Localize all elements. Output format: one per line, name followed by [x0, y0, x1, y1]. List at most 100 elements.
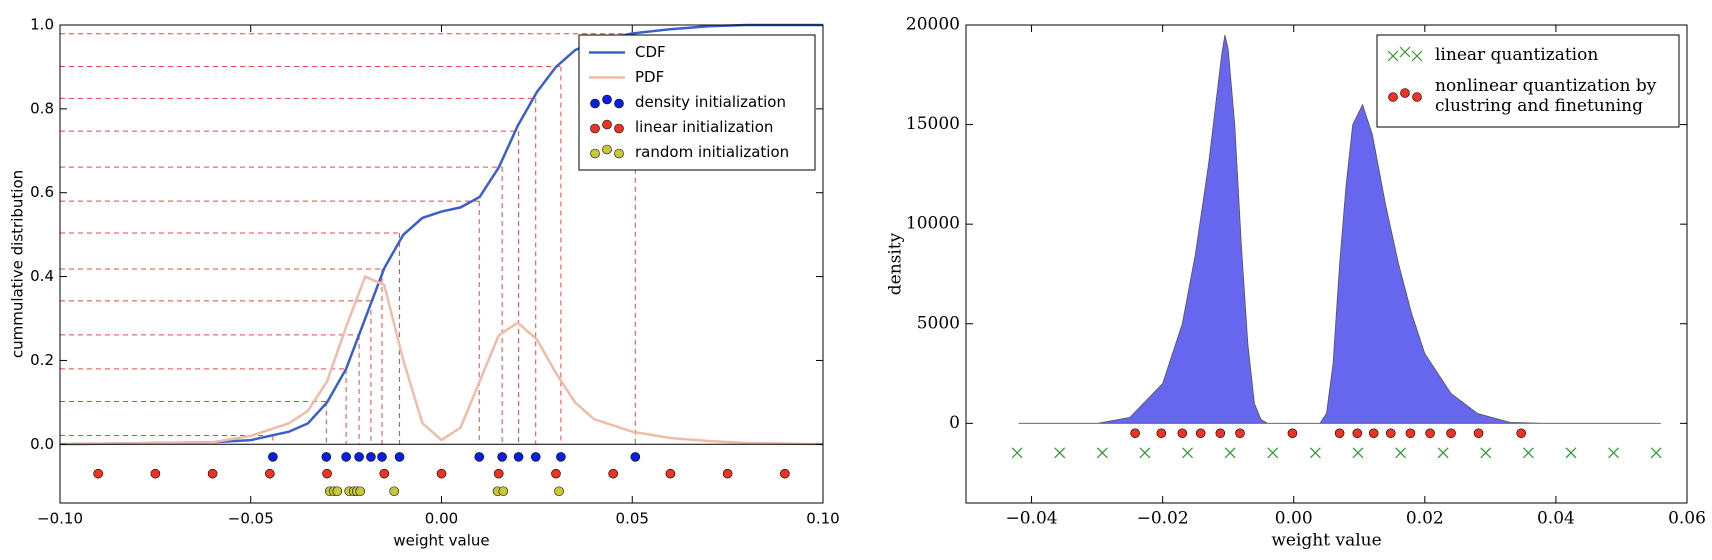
x-tick-label: −0.02 [1137, 509, 1189, 529]
y-tick-label: 0 [949, 413, 960, 433]
legend-label: density initialization [635, 93, 786, 111]
x-tick-label: −0.04 [1005, 509, 1057, 529]
point [1334, 428, 1345, 439]
point [665, 468, 676, 479]
point [630, 452, 641, 462]
point [150, 468, 161, 479]
x-tick-label: 0.00 [425, 510, 458, 528]
legend-label: linear initialization [635, 118, 773, 136]
point [265, 468, 275, 479]
legend-swatch [614, 123, 624, 134]
point [1182, 447, 1193, 459]
legend-box [1376, 34, 1680, 128]
x-axis-label: weight value [393, 532, 489, 550]
point [1156, 428, 1167, 439]
legend-label: CDF [635, 43, 666, 61]
point [207, 468, 218, 479]
point [377, 452, 387, 462]
point [379, 468, 390, 479]
x-tick-label: 0.04 [1537, 509, 1575, 529]
y-tick-label: 15000 [906, 114, 960, 134]
point [1395, 447, 1406, 459]
point [1446, 428, 1456, 439]
point [1352, 447, 1364, 459]
histogram-area [1018, 34, 1661, 424]
legend-swatch [602, 144, 612, 155]
y-tick-label: 5000 [917, 313, 960, 333]
point [1054, 447, 1066, 459]
point [1565, 447, 1577, 459]
chart: −0.10 −0.05 0.00 0.05 0.10 0.0 0.2 0.4 0.6 0.8 1.0… [9, 16, 840, 550]
legend-swatch [1399, 46, 1411, 58]
point [497, 452, 507, 462]
point [513, 452, 524, 462]
point [1352, 428, 1363, 439]
y-axis-label: cummulative distribution [9, 170, 27, 358]
y-tick-label: 0.6 [30, 183, 54, 201]
point [1195, 428, 1206, 439]
point [366, 452, 376, 462]
legend-swatch [590, 123, 600, 134]
point [493, 468, 504, 479]
y-axis-label: density [886, 232, 906, 295]
y-tick-label: 1.0 [30, 16, 54, 34]
legend-swatch [1400, 88, 1410, 98]
point [1139, 447, 1151, 459]
x-tick-label: 0.05 [616, 510, 649, 528]
y-tick-label: 0.8 [30, 99, 54, 117]
x-tick-label: −0.05 [228, 510, 274, 528]
legend-swatch [614, 148, 624, 159]
legend-swatch [1388, 92, 1398, 102]
point [474, 452, 485, 462]
point [321, 452, 332, 462]
point [1011, 447, 1023, 459]
point [389, 486, 399, 497]
legend-swatch [602, 94, 612, 105]
point [1130, 428, 1140, 439]
legend-swatch [1412, 92, 1422, 102]
point [1425, 428, 1435, 439]
x-tick-label: 0.00 [1275, 509, 1313, 529]
point [1473, 428, 1484, 439]
y-tick-label: 0.0 [30, 435, 54, 453]
point [1405, 428, 1416, 439]
point [1287, 428, 1298, 439]
point [322, 468, 332, 479]
point [1224, 447, 1236, 459]
x-tick-label: 0.02 [1406, 509, 1444, 529]
legend-swatch [590, 98, 600, 109]
point [436, 468, 447, 479]
point [1368, 428, 1379, 439]
legend-label: PDF [635, 68, 664, 86]
point [394, 452, 405, 462]
point [1309, 447, 1321, 459]
point [780, 468, 790, 479]
y-tick-label: 0.2 [30, 351, 54, 369]
line [59, 274, 824, 446]
point [1267, 447, 1279, 459]
chart: −0.04 −0.02 0.00 0.02 0.04 0.06 0 5000 10000 1500… [886, 15, 1706, 551]
point [530, 452, 541, 462]
point [554, 486, 564, 497]
x-tick-label: −0.10 [37, 510, 83, 528]
point [341, 452, 351, 462]
point [498, 486, 509, 497]
point [1437, 447, 1449, 459]
point [1516, 428, 1526, 439]
legend-swatch [590, 148, 600, 159]
point [268, 452, 278, 462]
legend-swatch [1387, 50, 1399, 62]
point [332, 486, 343, 497]
legend-label: random initialization [635, 143, 789, 161]
point [1177, 428, 1188, 439]
x-tick-label: 0.06 [1668, 509, 1706, 529]
line [59, 23, 823, 446]
point [1096, 447, 1108, 459]
legend-swatch [614, 98, 624, 109]
y-tick-label: 20000 [906, 15, 960, 35]
point [608, 468, 618, 479]
point [1215, 428, 1226, 439]
point [556, 452, 566, 462]
point [722, 468, 733, 479]
